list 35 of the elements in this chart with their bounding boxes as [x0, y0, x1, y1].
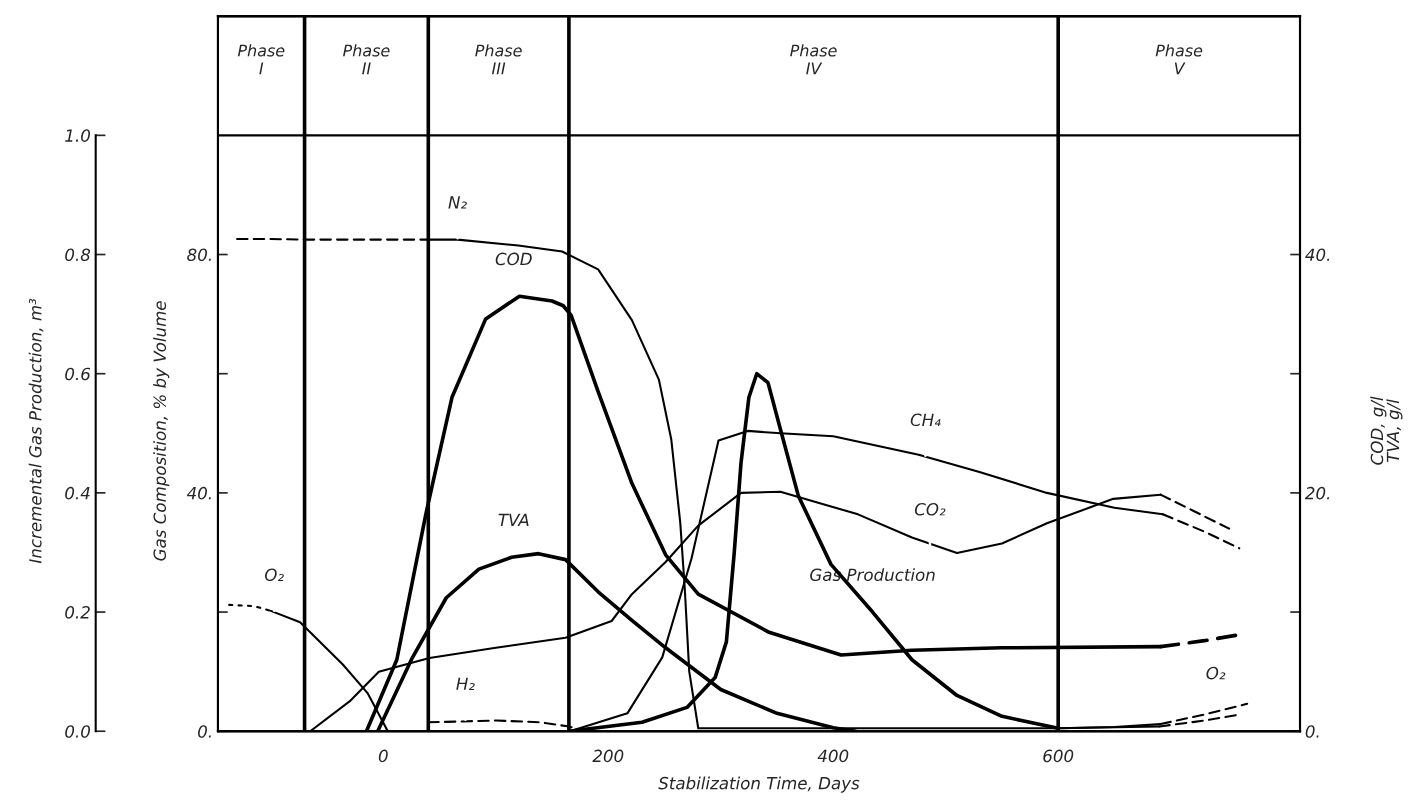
y3-tick-label: 0.8: [65, 248, 91, 262]
x-tick-label: 200: [592, 749, 624, 763]
annotation: H₂: [456, 677, 475, 690]
y2-axis-title: COD, g/l: [1370, 396, 1387, 465]
annotation: Phase II: [343, 44, 390, 75]
y2-tick-label: 0.: [1305, 725, 1319, 738]
y2-tick-label: 40.: [1305, 248, 1330, 262]
x-axis-title: Stabilization Time, Days: [658, 776, 860, 793]
y-tick-label: 40.: [186, 486, 211, 500]
annotation: CO₂: [914, 502, 946, 516]
y3-tick-label: 1.0: [65, 129, 90, 142]
annotation: Phase IV: [790, 44, 837, 75]
annotation: Phase III: [475, 44, 522, 75]
y-axis-title: Gas Composition, % by Volume: [153, 301, 170, 561]
annotation: COD: [495, 252, 532, 266]
y3-axis-title: Incremental Gas Production, m³: [28, 298, 44, 564]
annotation: TVA: [498, 513, 529, 526]
y3-tick-label: 0.0: [65, 725, 90, 738]
x-tick-label: 400: [817, 749, 849, 763]
y2-tick-label: 20.: [1304, 486, 1330, 500]
y-tick-label: 0.: [198, 725, 211, 738]
annotation: Gas Production: [810, 568, 935, 582]
y3-tick-label: 0.2: [65, 606, 90, 619]
annotation: CH₄: [910, 413, 941, 427]
x-tick-label: 0: [378, 749, 388, 763]
annotation: N₂: [448, 196, 467, 209]
y-tick-label: 80.: [187, 248, 211, 262]
annotation: Phase I: [237, 44, 285, 75]
y3-tick-label: 0.6: [65, 367, 91, 381]
annotation: O₂: [1206, 666, 1226, 680]
annotation: O₂: [264, 568, 284, 582]
annotation: Phase V: [1155, 44, 1203, 75]
y3-tick-label: 0.4: [65, 486, 90, 500]
x-tick-label: 600: [1043, 749, 1074, 763]
text: TVA, g/l: [1386, 399, 1403, 462]
